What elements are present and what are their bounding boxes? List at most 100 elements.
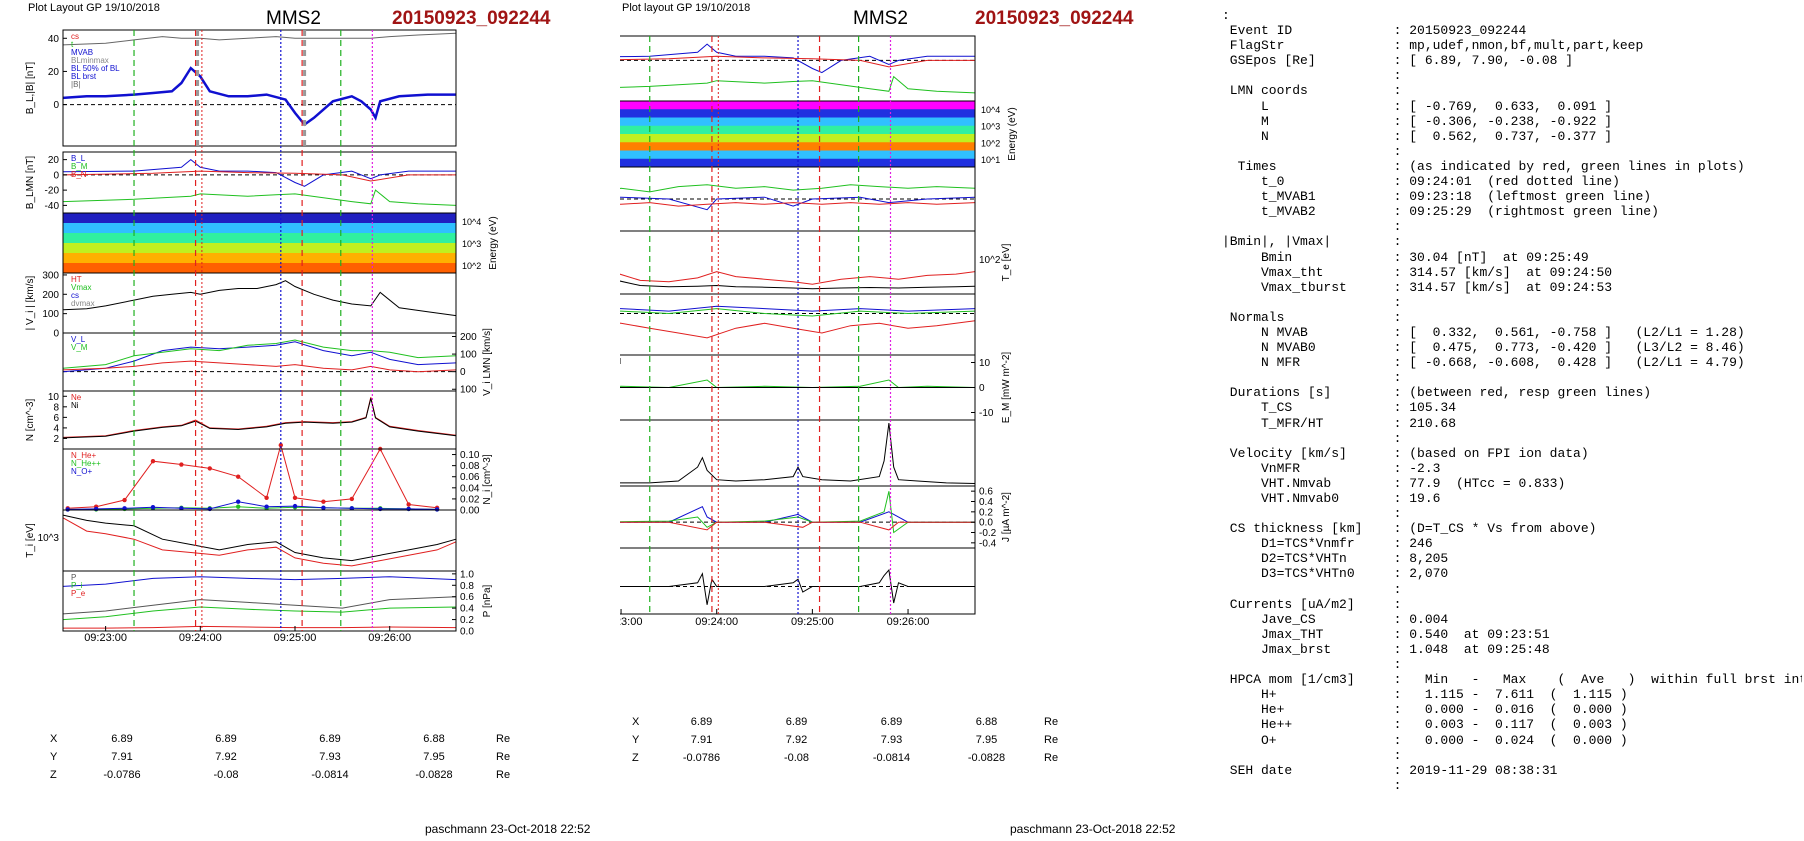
data-point xyxy=(349,496,355,502)
data-point xyxy=(150,505,156,510)
series-line-vm xyxy=(620,184,976,193)
info-line: Bmin : 30.04 [nT] at 09:25:49 xyxy=(1222,249,1589,265)
y-tick-label: 10^2 xyxy=(979,255,1001,266)
ephemeris-value: 6.89 xyxy=(215,733,237,745)
y-tick-label: 0.6 xyxy=(979,487,993,498)
y-tick-label: 10 xyxy=(979,358,991,369)
info-line: : xyxy=(1222,581,1402,597)
series-line-bn xyxy=(620,55,975,68)
panel-left-spectrogram: Energy (eV) 10^2 10^3 10^4 xyxy=(62,212,499,274)
series-line-bm xyxy=(62,189,457,206)
panel-ylabel: | V_i | [km/s] xyxy=(25,275,36,330)
legend-entry: B_N xyxy=(71,170,87,179)
y-tick-label: 10 xyxy=(48,392,60,403)
ephemeris-value: -0.08 xyxy=(213,769,239,781)
data-point xyxy=(207,466,212,471)
info-line: : xyxy=(1222,777,1402,793)
panel-ylabel: N_i [cm^-3] xyxy=(482,454,493,504)
series-line-vn xyxy=(620,202,976,207)
y-tick-label: 10^4 xyxy=(462,217,481,227)
series-line-el xyxy=(620,305,976,312)
series-line-tperp xyxy=(620,280,976,290)
y-tick-label: 0 xyxy=(460,367,466,378)
info-line: VHT.Nmvab : 77.9 (HTcc = 0.833) xyxy=(1222,475,1566,491)
legend-entry: B_L xyxy=(71,154,86,163)
right-layout-label: Plot layout GP 19/10/2018 xyxy=(622,2,751,14)
info-line: |Bmin|, |Vmax| : xyxy=(1222,234,1402,250)
series-line-bm xyxy=(620,75,976,94)
series-line-ne xyxy=(62,397,457,438)
ephemeris-value: 7.93 xyxy=(880,734,903,746)
spectrogram-band xyxy=(620,142,975,151)
y-tick-label: -10 xyxy=(979,408,994,419)
event-markers xyxy=(649,36,892,614)
data-point xyxy=(349,506,355,511)
ephemeris-value: 6.89 xyxy=(880,716,903,728)
ephemeris-label: Y xyxy=(632,734,640,746)
info-line: D2=TCS*VHTn : 8,205 xyxy=(1222,551,1449,567)
ephemeris-value: 7.91 xyxy=(111,751,133,763)
panel-ylabel: B_L,|B| [nT] xyxy=(25,62,36,115)
ephemeris-value: -0.0828 xyxy=(415,769,453,781)
series-line-p xyxy=(62,596,457,615)
panel-frame xyxy=(62,29,457,147)
data-point xyxy=(179,506,184,511)
ephemeris-value: 6.89 xyxy=(690,716,713,728)
data-point xyxy=(292,495,298,500)
ephemeris-value: 7.92 xyxy=(215,751,237,763)
series-line-vn xyxy=(62,360,457,373)
info-line: t_0 : 09:24:01 (red dotted line) xyxy=(1222,174,1620,190)
legend-entry: P_e xyxy=(71,589,86,598)
data-point xyxy=(406,502,411,507)
y-tick-label: 0.4 xyxy=(460,604,474,615)
left-ephemeris-table: X 6.89 6.89 6.89 6.88 Re Y 7.91 7.92 7.93 7.95 Re Z -… xyxy=(50,730,510,784)
panel-frame xyxy=(62,570,457,632)
x-tick-label: 09:26:00 xyxy=(887,616,930,628)
left-footer: paschmann 23-Oct-2018 22:52 xyxy=(425,822,591,836)
spectrogram-band xyxy=(620,158,975,168)
info-line: VnMFR : -2.3 xyxy=(1222,460,1441,476)
right-event-label: 20150923_092244 xyxy=(975,8,1134,29)
event-markers xyxy=(133,30,373,631)
y-tick-label: 10^1 xyxy=(981,155,1000,165)
info-line: H+ : 1.115 - 7.611 ( 1.115 ) xyxy=(1222,687,1628,703)
legend-entry: Ni xyxy=(71,401,79,410)
ephemeris-row: Y 7.91 7.92 7.93 7.95 Re xyxy=(632,731,1058,749)
y-tick-label: 8 xyxy=(53,402,59,413)
ephemeris-value: -0.0786 xyxy=(682,752,721,764)
series-line-tpar xyxy=(62,514,457,562)
y-tick-label: 0.04 xyxy=(460,483,480,494)
data-point xyxy=(65,507,70,512)
panel-frame xyxy=(62,390,457,450)
spectrogram-band xyxy=(63,253,456,264)
ephemeris-value: -0.0786 xyxy=(103,769,141,781)
series-line-bn xyxy=(62,170,456,182)
ephemeris-row: X 6.89 6.89 6.89 6.88 Re xyxy=(50,730,510,748)
info-line: D3=TCS*VHTn0 : 2,070 xyxy=(1222,566,1449,582)
spectrogram-band xyxy=(63,213,456,224)
series-line-vl xyxy=(620,196,976,211)
right-figure: Plot layout GP 19/10/2018 MMS2 20150923_… xyxy=(620,0,1180,841)
series-line-en xyxy=(620,320,976,339)
y-tick-label: 0.6 xyxy=(460,592,474,603)
panel-right-JE: -0.50.00.51.0J*E' [nW m^-3]J*E' xyxy=(620,547,976,615)
x-tick-label: 09:23:00 xyxy=(84,632,127,644)
info-line: : xyxy=(1222,430,1402,446)
ephemeris-label: Z xyxy=(632,752,639,764)
legend-entry: P_i xyxy=(71,581,83,590)
right-spacecraft-title: MMS2 xyxy=(853,8,908,29)
series-line-vl xyxy=(62,341,457,373)
spectrogram-band xyxy=(620,134,975,143)
y-tick-label: 4 xyxy=(53,423,59,434)
x-tick-label: 09:26:00 xyxy=(368,632,411,644)
series-line-pe xyxy=(63,625,457,629)
info-line: CS thickness [km] : (D=T_CS * Vs from ab… xyxy=(1222,521,1597,537)
series-line-o xyxy=(67,501,438,510)
legend-entry: t xyxy=(71,40,74,49)
legend-entry: V_L xyxy=(71,335,86,344)
ephemeris-value: 7.95 xyxy=(423,751,445,763)
y-tick-label: -0.2 xyxy=(979,528,997,539)
y-tick-label: 40 xyxy=(48,34,60,45)
